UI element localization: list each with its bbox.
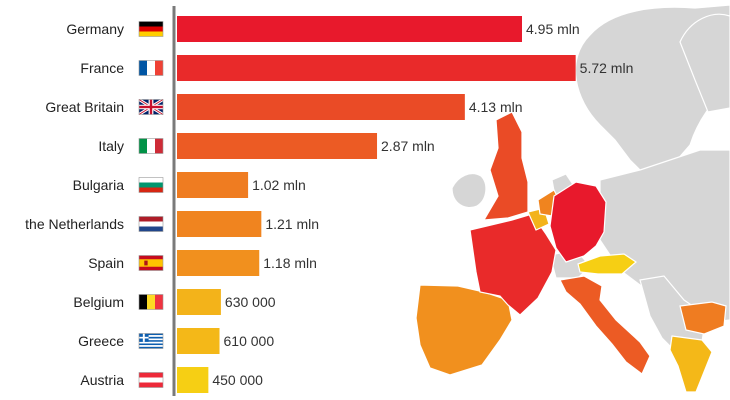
europe-map (415, 4, 730, 393)
italy-flag-icon (138, 138, 164, 154)
country-label: the Netherlands (25, 216, 124, 232)
austria-flag-icon (138, 372, 164, 388)
value-label: 610 000 (224, 333, 275, 349)
map-country-greece (669, 335, 713, 393)
bar (177, 16, 522, 42)
spain-flag-icon (138, 255, 164, 271)
country-label: Belgium (73, 294, 124, 310)
country-label: Italy (98, 138, 124, 154)
value-label: 450 000 (212, 372, 263, 388)
value-label: 4.13 mln (469, 99, 523, 115)
value-label: 5.72 mln (580, 60, 634, 76)
bar (177, 211, 262, 237)
country-label: Germany (66, 21, 124, 37)
map-country-italy (559, 275, 651, 375)
value-label: 4.95 mln (526, 21, 580, 37)
bulgaria-flag-icon (138, 177, 164, 193)
value-label: 1.21 mln (265, 216, 319, 232)
map-country-germany (549, 181, 607, 263)
value-label: 1.02 mln (252, 177, 306, 193)
bars-layer: Germany 4.95 mln France 5.72 mln Great Brita… (25, 6, 633, 396)
germany-flag-icon (138, 21, 164, 37)
country-label: Spain (88, 255, 124, 271)
netherlands-flag-icon (138, 216, 164, 232)
bar (177, 367, 209, 393)
map-country-spain (415, 284, 513, 376)
country-label: France (80, 60, 124, 76)
france-flag-icon (138, 60, 164, 76)
value-label: 1.18 mln (263, 255, 317, 271)
bar (177, 289, 221, 315)
country-label: Bulgaria (73, 177, 125, 193)
map-land-finland (679, 13, 730, 113)
value-label: 630 000 (225, 294, 276, 310)
great-britain-flag-icon (138, 98, 164, 116)
belgium-flag-icon (138, 294, 164, 310)
greece-flag-icon (138, 333, 164, 349)
country-label: Great Britain (45, 99, 124, 115)
map-country-bulgaria (679, 301, 727, 335)
map-land-ireland (451, 173, 487, 209)
country-label: Greece (78, 333, 124, 349)
bar (177, 250, 260, 276)
bar (177, 328, 220, 354)
country-label: Austria (80, 372, 124, 388)
bar (177, 55, 576, 81)
bar (177, 94, 465, 120)
bar (177, 172, 249, 198)
bar (177, 133, 378, 159)
map-country-great-britain (482, 111, 529, 221)
map-country-austria (577, 253, 637, 275)
value-label: 2.87 mln (381, 138, 435, 154)
